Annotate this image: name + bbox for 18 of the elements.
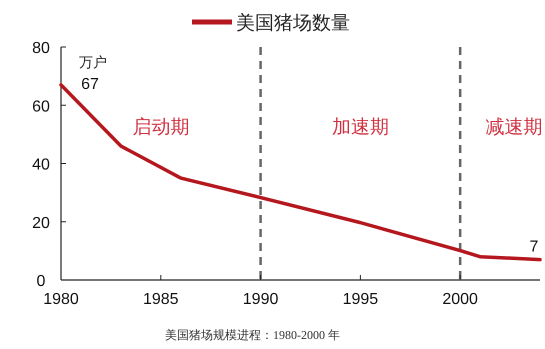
y-tick-label: 20 (32, 214, 50, 232)
y-tick-label: 80 (32, 40, 50, 57)
y-tick-label: 40 (32, 156, 50, 174)
x-tick-label: 1990 (242, 291, 278, 308)
text: 美国猪场规模进程：1980-2000 年 (165, 328, 340, 342)
x-tick-label: 1995 (342, 291, 378, 308)
y-axis-title: 万户 (79, 54, 107, 70)
x-tick-label: 1980 (43, 291, 79, 308)
data-label: 67 (81, 76, 99, 93)
y-tick-label: 0 (36, 273, 46, 290)
x-tick-label: 1985 (142, 291, 179, 308)
y-tick-label: 60 (32, 98, 50, 116)
annotation: 加速期 (332, 117, 389, 138)
x-tick-label: 2000 (442, 291, 478, 308)
legend-label: 美国猪场数量 (236, 12, 350, 34)
annotation: 启动期 (132, 116, 190, 138)
data-label: 7 (530, 238, 539, 256)
annotation: 减速期 (486, 117, 543, 138)
